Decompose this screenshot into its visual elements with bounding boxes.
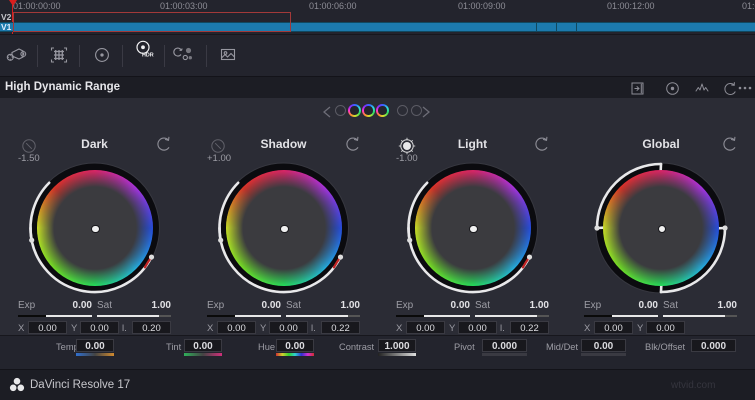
svg-text:HDR: HDR (142, 52, 154, 58)
